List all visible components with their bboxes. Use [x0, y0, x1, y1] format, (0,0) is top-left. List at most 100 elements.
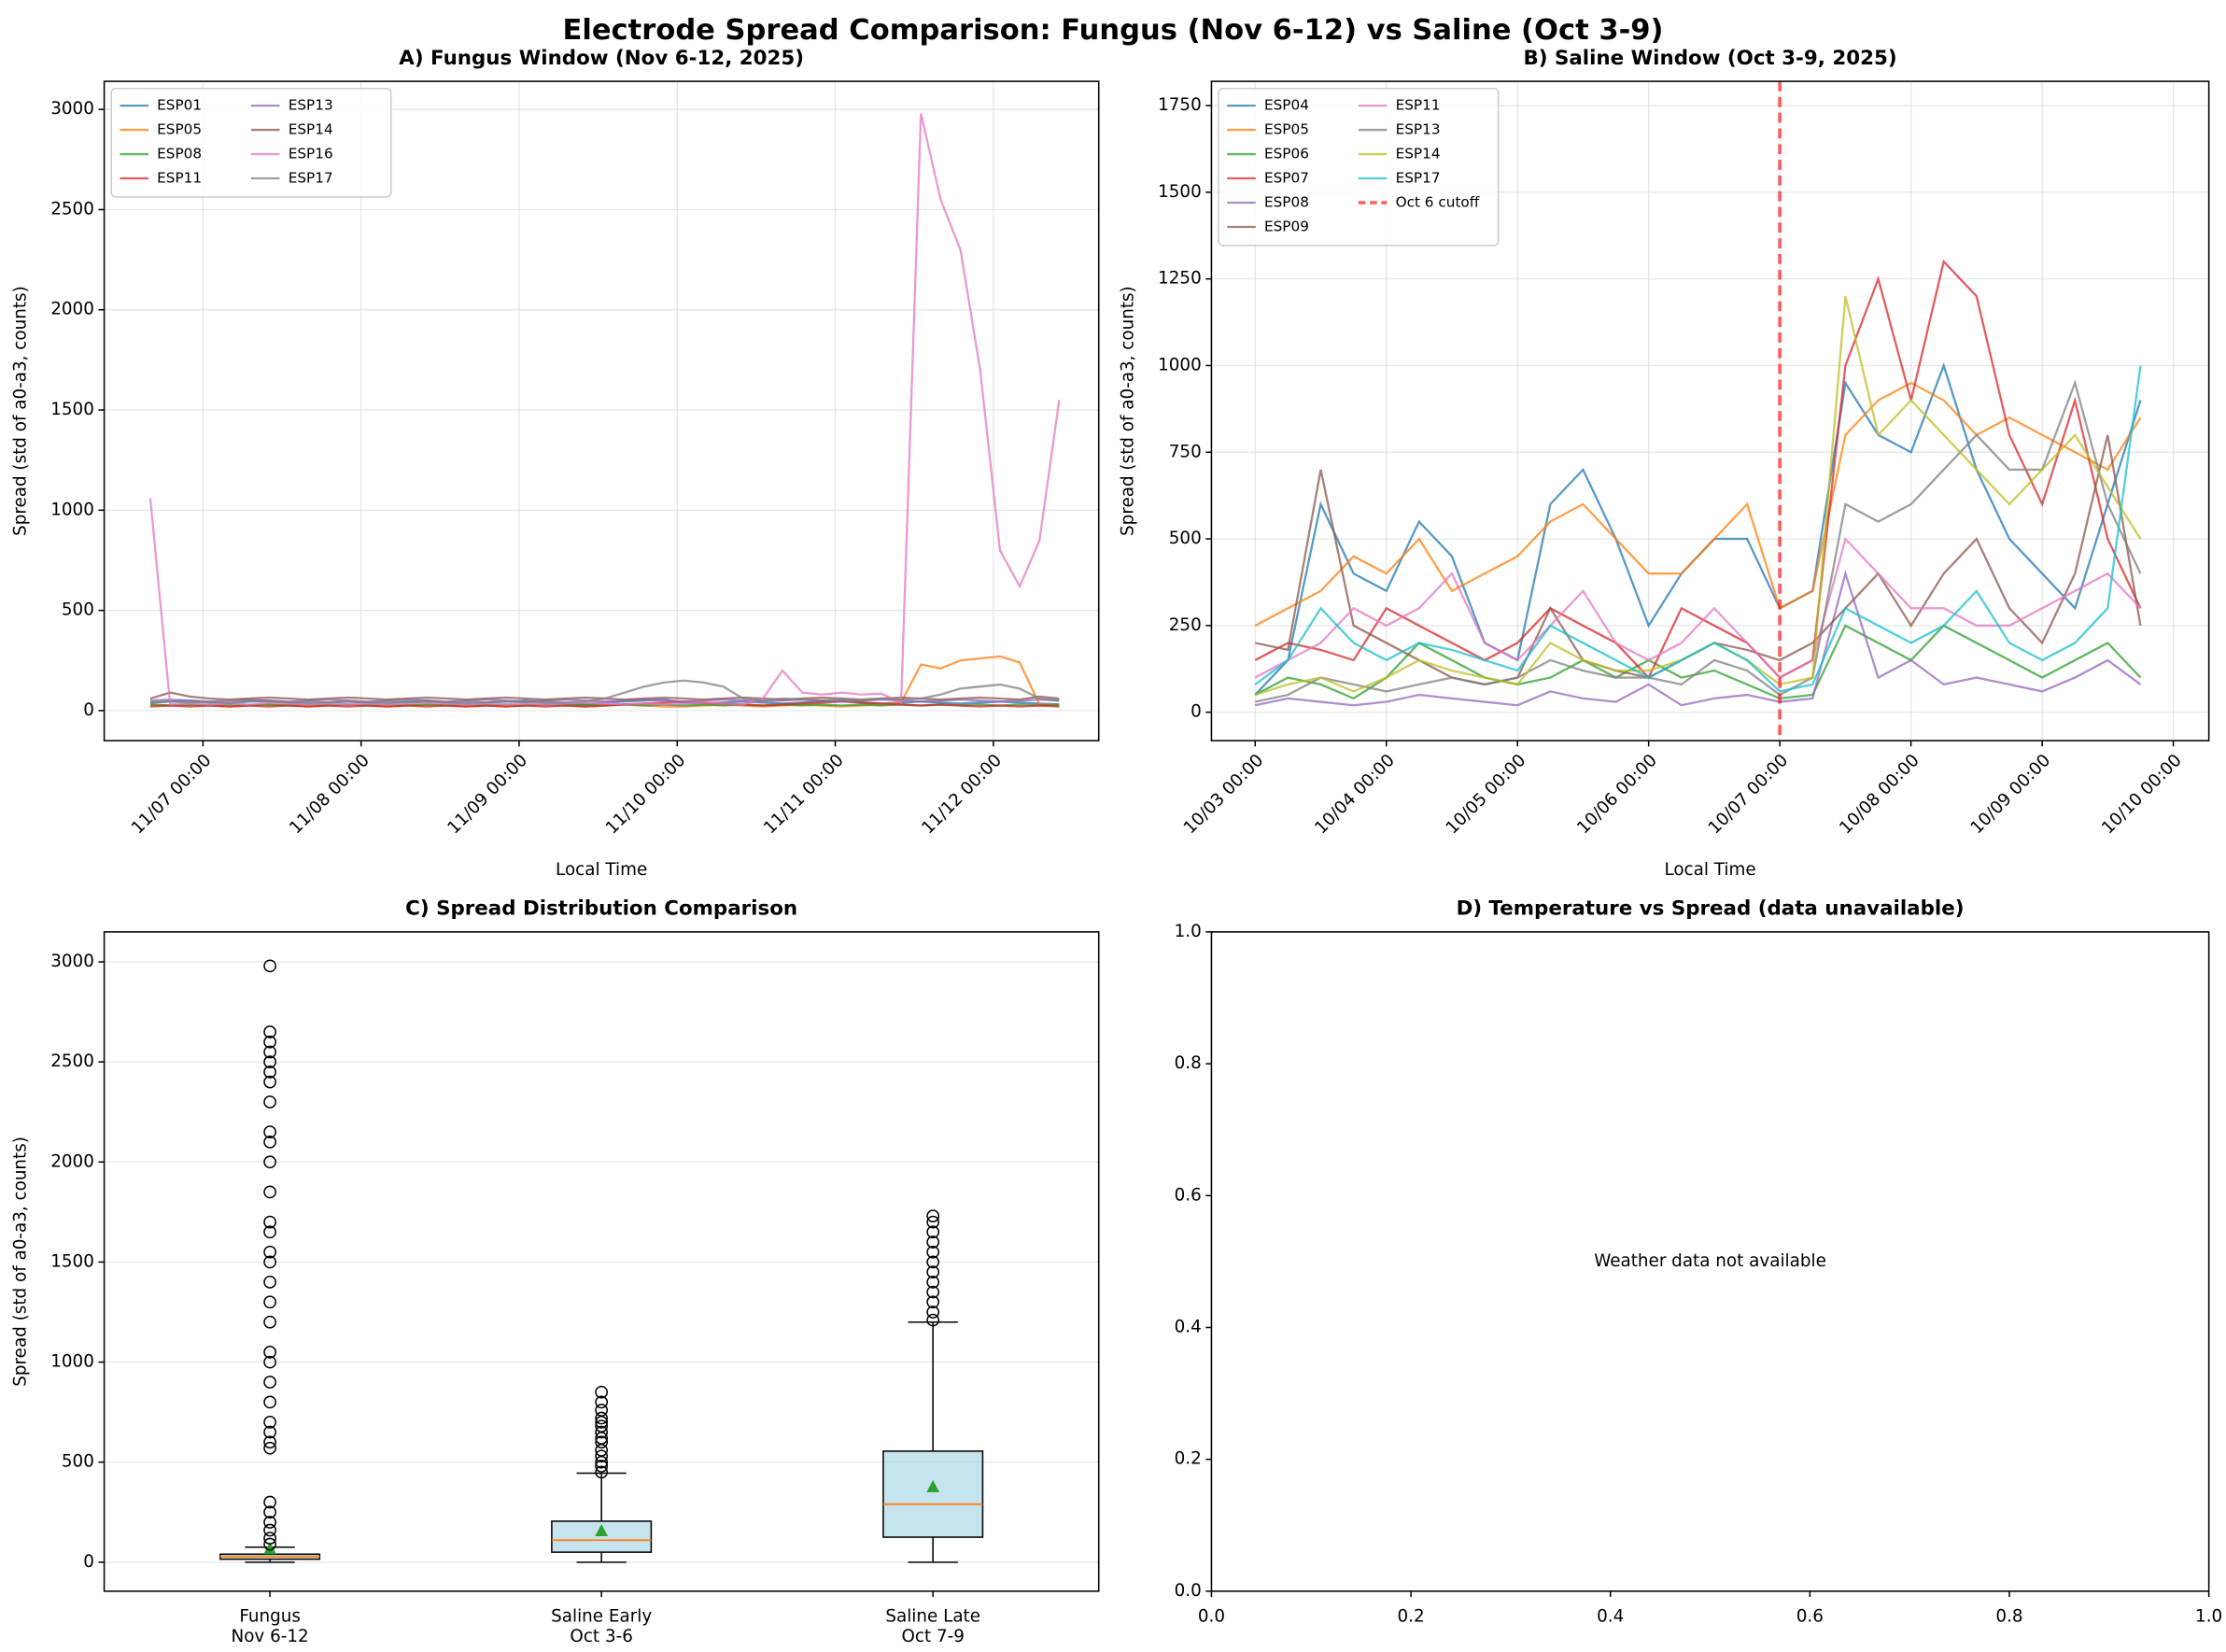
x-tick-label: Nov 6-12 [232, 1627, 309, 1646]
legend-label: ESP14 [1396, 146, 1441, 162]
box [882, 1450, 984, 1538]
outlier [263, 1345, 276, 1359]
outlier [926, 1306, 940, 1319]
outlier [263, 1275, 276, 1289]
y-tick-label: 1500 [1158, 182, 1202, 202]
series-line [1254, 570, 2142, 707]
x-tick-label: 11/08 00:00 [286, 751, 373, 839]
outlier [263, 1441, 276, 1455]
outlier [595, 1385, 609, 1399]
panel-title: D) Temperature vs Spread (data unavailab… [1457, 897, 1965, 921]
y-tick-label: 500 [62, 1452, 94, 1472]
legend-label: ESP07 [1264, 170, 1309, 187]
x-tick-label: Oct 7-9 [901, 1627, 964, 1646]
x-tick-label: Saline Early [551, 1606, 652, 1626]
mean-marker [263, 1542, 276, 1555]
outlier [926, 1285, 940, 1299]
legend-label: Oct 6 cutoff [1396, 193, 1480, 210]
outlier [263, 959, 276, 973]
legend-label: ESP16 [289, 146, 333, 162]
x-tick-label: 11/09 00:00 [444, 751, 531, 839]
panel-title: C) Spread Distribution Comparison [405, 897, 797, 921]
legend-label: ESP05 [1264, 121, 1309, 138]
outlier [263, 1045, 276, 1059]
legend-label: ESP14 [289, 121, 333, 138]
legend-label: ESP13 [289, 97, 333, 114]
x-tick-label: 0.4 [1597, 1606, 1624, 1626]
x-tick-label: 10/08 00:00 [1836, 751, 1923, 839]
axes-frame [103, 931, 1100, 1592]
axes-frame [1210, 931, 2210, 1592]
x-tick-label: 0.0 [1198, 1606, 1225, 1626]
legend-label: ESP08 [1264, 193, 1309, 210]
y-tick-label: 2500 [50, 1052, 94, 1071]
y-tick-label: 1750 [1158, 95, 1202, 115]
outlier [263, 1095, 276, 1108]
x-tick-label: 10/04 00:00 [1311, 751, 1399, 839]
outlier [263, 1425, 276, 1439]
figure-title: Electrode Spread Comparison: Fungus (Nov… [563, 14, 1664, 47]
legend-label: ESP17 [1396, 170, 1441, 187]
y-tick-label: 250 [1169, 615, 1202, 635]
y-tick-label: 1500 [50, 1251, 94, 1271]
outlier [263, 1376, 276, 1389]
y-tick-label: 2000 [50, 1151, 94, 1171]
legend-box [110, 87, 392, 198]
y-tick-label: 3000 [50, 952, 94, 971]
outlier [263, 1065, 276, 1079]
x-tick-label: 11/10 00:00 [602, 751, 690, 839]
outlier [926, 1295, 940, 1309]
y-tick-label: 750 [1169, 442, 1202, 461]
outlier [595, 1395, 609, 1409]
y-tick-label: 2500 [50, 199, 94, 219]
legend-label: ESP06 [1264, 146, 1309, 162]
series-line [148, 113, 1061, 706]
x-tick-label: 10/03 00:00 [1180, 751, 1268, 839]
legend-label: ESP04 [1264, 97, 1309, 114]
outlier [263, 1125, 276, 1139]
outlier [926, 1215, 940, 1229]
y-axis-label: Spread (std of a0-a3, counts) [1118, 286, 1137, 536]
outlier [263, 1075, 276, 1089]
series-line [1254, 434, 2142, 686]
series-line [149, 700, 1060, 708]
outlier [595, 1449, 609, 1463]
outlier [926, 1255, 940, 1269]
outlier [595, 1460, 609, 1473]
legend-label: ESP17 [289, 170, 333, 187]
series-line [1254, 536, 2142, 679]
outlier [926, 1235, 940, 1249]
legend-label: ESP11 [1396, 97, 1441, 114]
outlier [595, 1465, 609, 1479]
mean-marker [595, 1523, 609, 1536]
y-tick-label: 0 [1190, 702, 1202, 722]
outlier [263, 1055, 276, 1069]
y-tick-label: 0.2 [1175, 1449, 1202, 1469]
x-axis-label: Local Time [1664, 860, 1755, 880]
outlier [926, 1245, 940, 1259]
x-tick-label: 11/12 00:00 [918, 751, 1006, 839]
series-line [149, 698, 1060, 703]
series-line [149, 679, 1060, 704]
y-tick-label: 0.0 [1175, 1581, 1202, 1601]
panel-title: A) Fungus Window (Nov 6-12, 2025) [399, 47, 804, 70]
x-tick-label: 10/09 00:00 [1967, 751, 2055, 839]
x-tick-label: 10/06 00:00 [1573, 751, 1661, 839]
outlier [263, 1295, 276, 1309]
outlier [263, 1185, 276, 1199]
axes-frame [1210, 80, 2210, 741]
series-line [1254, 381, 2142, 627]
x-tick-label: 0.2 [1398, 1606, 1425, 1626]
legend-label: ESP11 [157, 170, 202, 187]
x-tick-label: 11/07 00:00 [128, 751, 216, 839]
series-line [1254, 624, 2142, 700]
x-tick-label: 11/11 00:00 [760, 751, 848, 839]
y-tick-label: 1000 [50, 500, 94, 519]
y-tick-label: 1000 [1158, 355, 1202, 374]
panel-title: B) Saline Window (Oct 3-9, 2025) [1523, 47, 1896, 70]
outlier [263, 1155, 276, 1169]
legend-label: ESP08 [157, 146, 202, 162]
x-tick-label: 0.8 [1995, 1606, 2022, 1626]
